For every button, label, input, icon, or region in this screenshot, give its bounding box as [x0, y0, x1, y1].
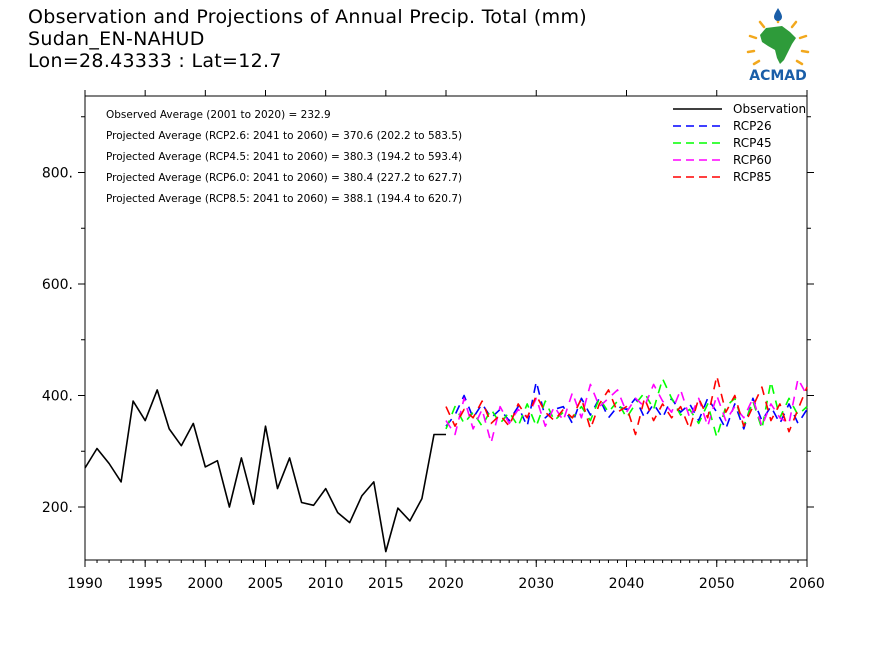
- acmad-logo: ACMAD: [746, 8, 810, 84]
- station-coordinates: Lon=28.43333 : Lat=12.7: [28, 50, 282, 72]
- chart-title-block: Observation and Projections of Annual Pr…: [28, 6, 587, 72]
- y-tick-label: 600.: [42, 277, 73, 293]
- annotations: Observed Average (2001 to 2020) = 232.9 P…: [106, 109, 462, 205]
- series-line-rcp45: [445, 377, 808, 439]
- x-tick-label: 2060: [789, 576, 825, 592]
- legend-label: RCP60: [733, 153, 772, 167]
- x-tick-label: 1990: [67, 576, 103, 592]
- africa-map-icon: [760, 26, 796, 64]
- y-tick-label: 400.: [42, 389, 73, 405]
- x-tick-label: 2030: [518, 576, 554, 592]
- x-tick-label: 1995: [127, 576, 163, 592]
- x-tick-label: 2015: [368, 576, 404, 592]
- series-line-rcp26: [445, 380, 808, 430]
- water-drop-icon: [774, 8, 782, 21]
- x-tick-label: 2020: [428, 576, 464, 592]
- legend-label: RCP85: [733, 170, 772, 184]
- legend: Observation RCP26 RCP45 RCP60 RCP85: [668, 100, 806, 186]
- y-tick-label: 800.: [42, 166, 73, 182]
- station-name: Sudan_EN-NAHUD: [28, 28, 205, 50]
- annotation-line: Observed Average (2001 to 2020) = 232.9: [106, 109, 331, 121]
- series-line-observation: [84, 389, 446, 553]
- y-axis: 200. 400. 600. 800.: [42, 116, 814, 516]
- legend-label: RCP45: [733, 136, 772, 150]
- logo-text: ACMAD: [749, 68, 807, 84]
- annotation-line: Projected Average (RCP2.6: 2041 to 2060)…: [106, 130, 462, 142]
- legend-label: Observation: [733, 102, 806, 116]
- x-axis: 1990 1995 2000 2005 2010 2015 2020 2030 2040 2050…: [67, 90, 825, 592]
- x-tick-label: 2050: [699, 576, 735, 592]
- x-tick-label: 2005: [248, 576, 284, 592]
- annotation-line: Projected Average (RCP6.0: 2041 to 2060)…: [106, 172, 462, 184]
- x-tick-label: 2010: [308, 576, 344, 592]
- annotation-line: Projected Average (RCP8.5: 2041 to 2060)…: [106, 193, 462, 205]
- series-layer: [84, 375, 808, 553]
- annotation-line: Projected Average (RCP4.5: 2041 to 2060)…: [106, 151, 462, 163]
- series-line-rcp85: [445, 375, 808, 436]
- legend-label: RCP26: [733, 119, 772, 133]
- chart-title: Observation and Projections of Annual Pr…: [28, 6, 587, 28]
- x-tick-label: 2040: [609, 576, 645, 592]
- x-tick-label: 2000: [188, 576, 224, 592]
- series-line-rcp60: [445, 377, 808, 444]
- y-tick-label: 200.: [42, 500, 73, 516]
